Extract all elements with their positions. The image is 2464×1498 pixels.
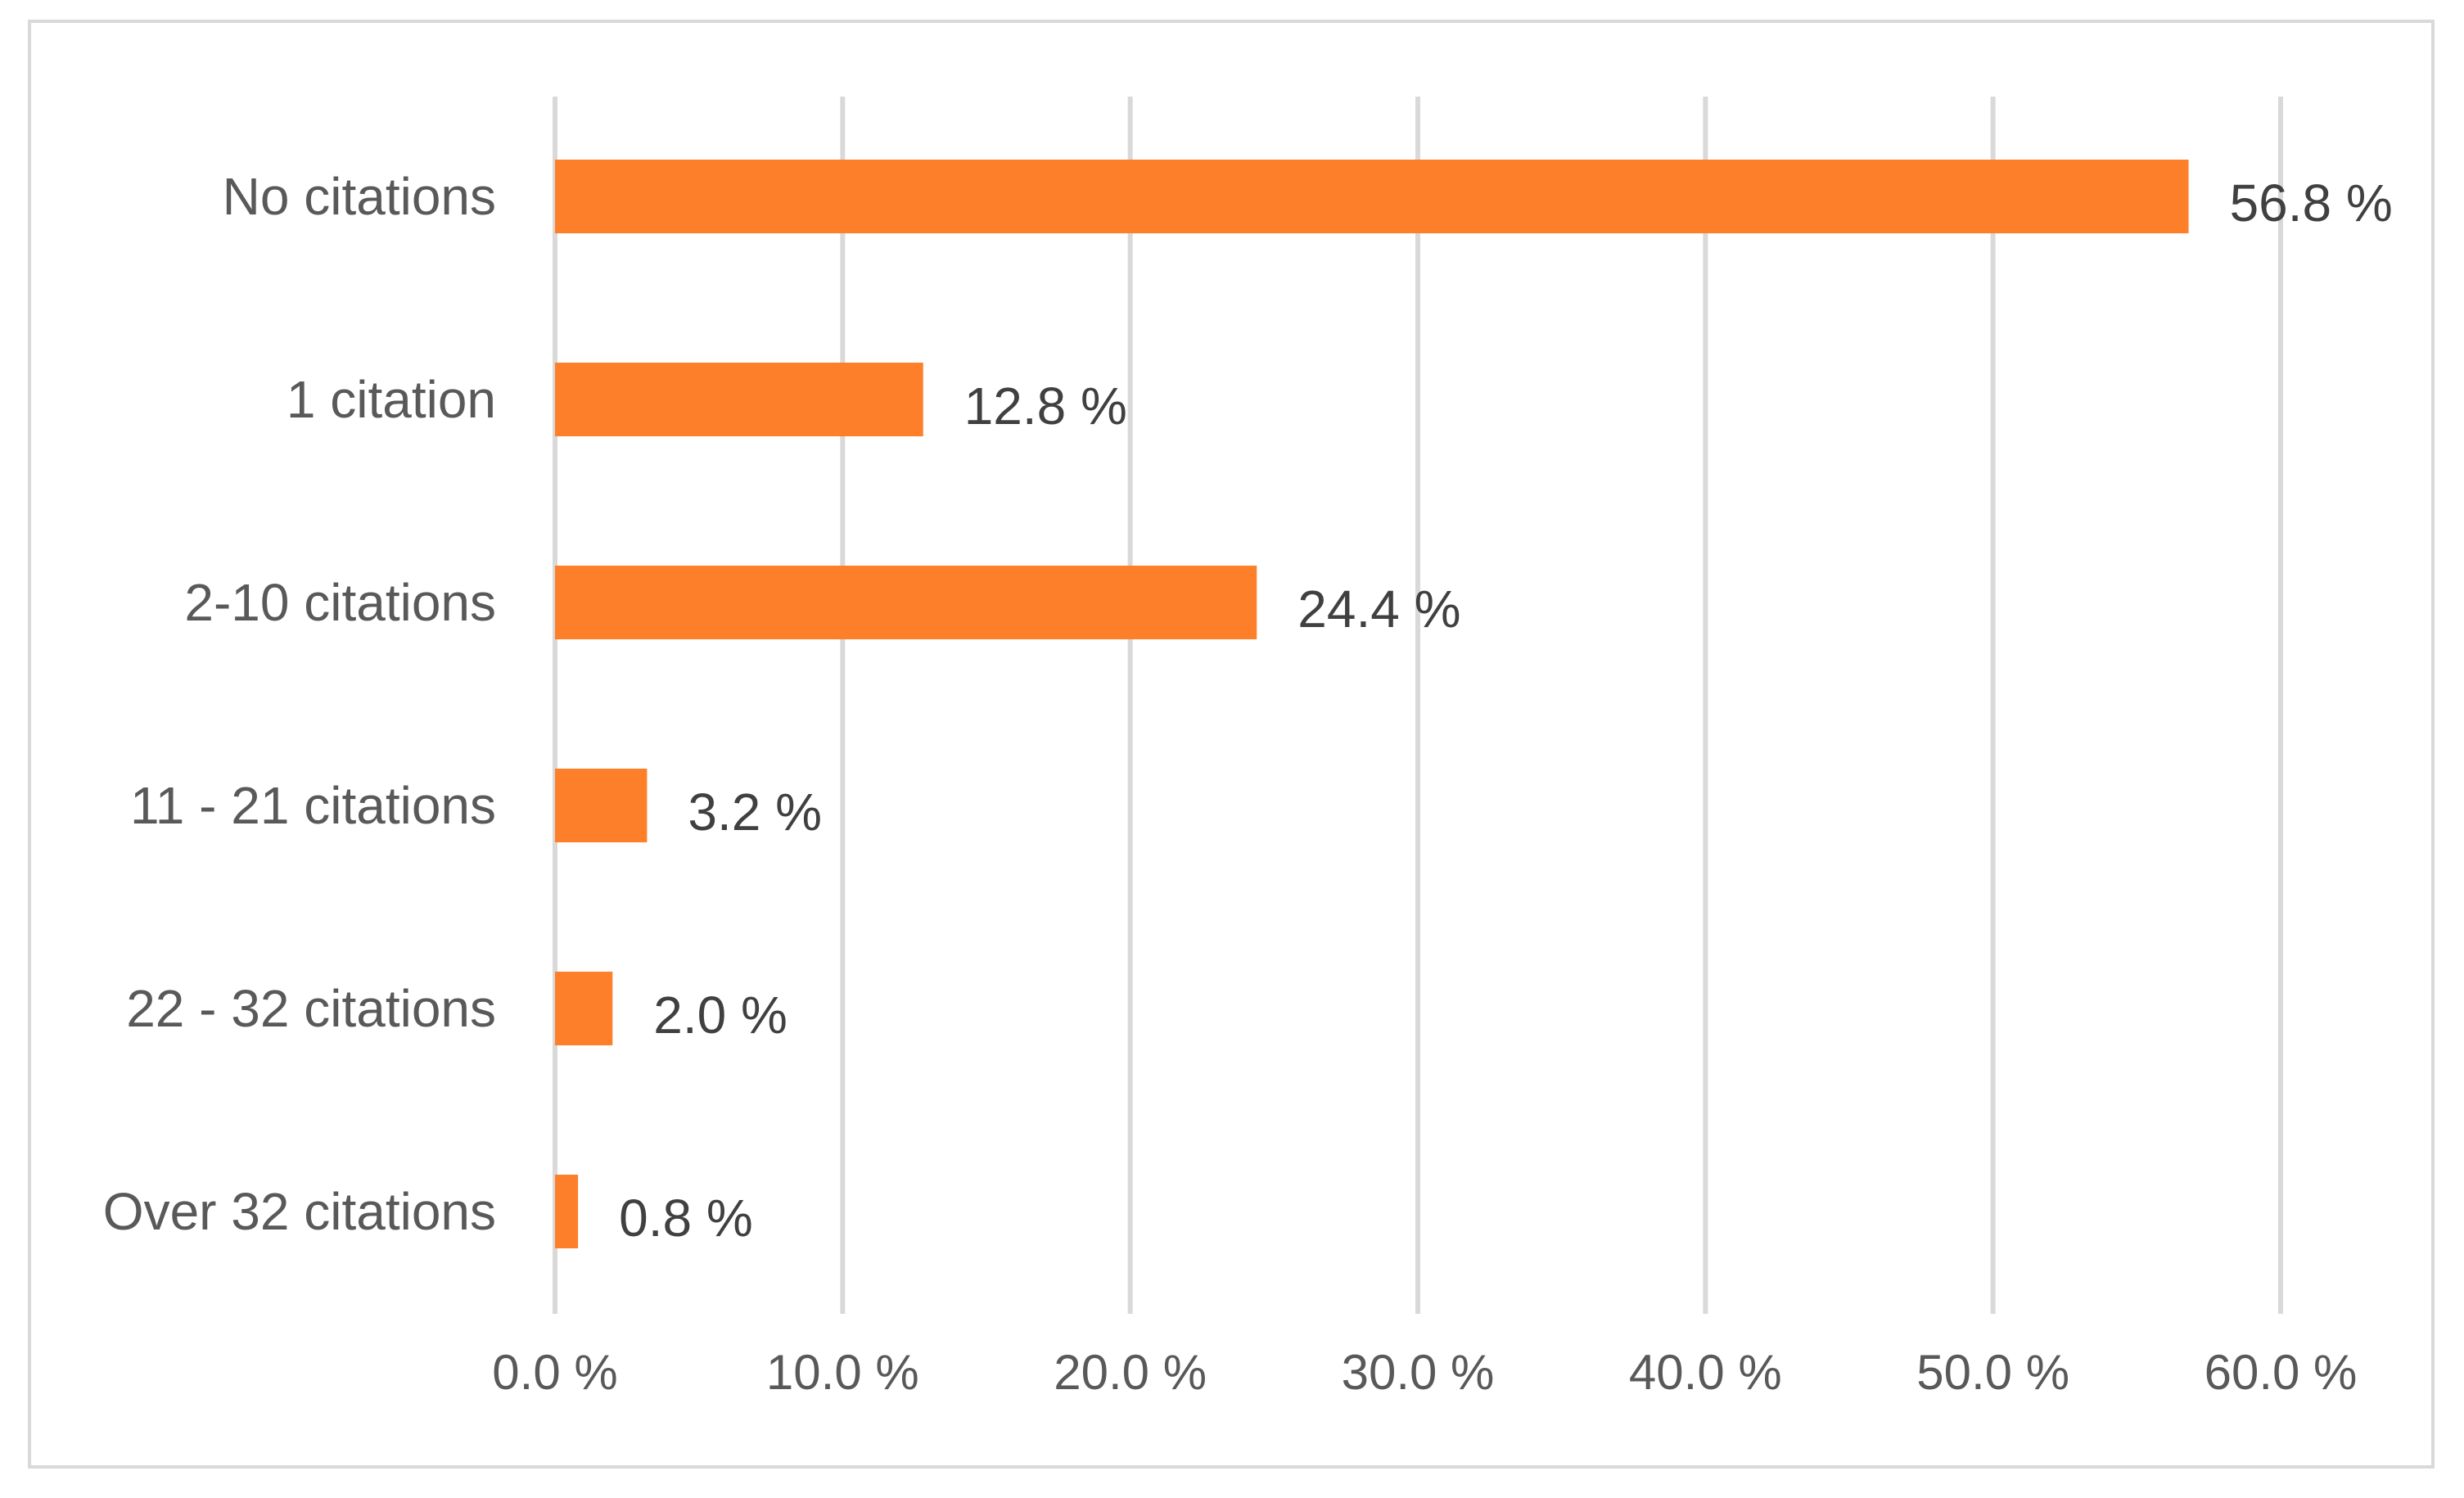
data-label: 24.4 %	[1297, 580, 1460, 638]
x-tick-label: 40.0 %	[1629, 1345, 1782, 1400]
x-tick-label: 60.0 %	[2205, 1345, 2358, 1400]
bar	[555, 566, 1257, 639]
bar	[555, 363, 923, 436]
category-label: 2-10 citations	[184, 573, 496, 632]
bar	[555, 1175, 579, 1248]
x-tick-label: 50.0 %	[1916, 1345, 2069, 1400]
category-label: No citations	[223, 167, 496, 226]
x-tick-label: 10.0 %	[766, 1345, 919, 1400]
bar	[555, 769, 648, 842]
data-labels: 56.8 % 12.8 % 24.4 % 3.2 % 2.0 % 0.8 %	[619, 174, 2393, 1248]
x-tick-label: 20.0 %	[1054, 1345, 1207, 1400]
x-tick-label: 30.0 %	[1342, 1345, 1495, 1400]
chart-frame	[28, 20, 2435, 1469]
category-label: 1 citation	[287, 370, 496, 429]
data-label: 0.8 %	[619, 1189, 753, 1248]
category-label: 22 - 32 citations	[126, 979, 496, 1038]
data-label: 56.8 %	[2230, 174, 2393, 232]
data-label: 2.0 %	[653, 986, 787, 1045]
x-axis-tick-labels: 0.0 % 10.0 % 20.0 % 30.0 % 40.0 % 50.0 % 60.0 …	[492, 1345, 2357, 1400]
category-labels: No citations 1 citation 2-10 citations 11 -…	[103, 167, 496, 1241]
data-label: 3.2 %	[688, 783, 822, 841]
bar	[555, 972, 613, 1045]
bars	[555, 160, 2189, 1248]
bar	[555, 160, 2189, 233]
gridlines	[553, 97, 2283, 1314]
category-label: Over 32 citations	[103, 1182, 496, 1241]
category-label: 11 - 21 citations	[130, 776, 496, 835]
data-label: 12.8 %	[964, 377, 1127, 435]
x-tick-label: 0.0 %	[492, 1345, 617, 1400]
